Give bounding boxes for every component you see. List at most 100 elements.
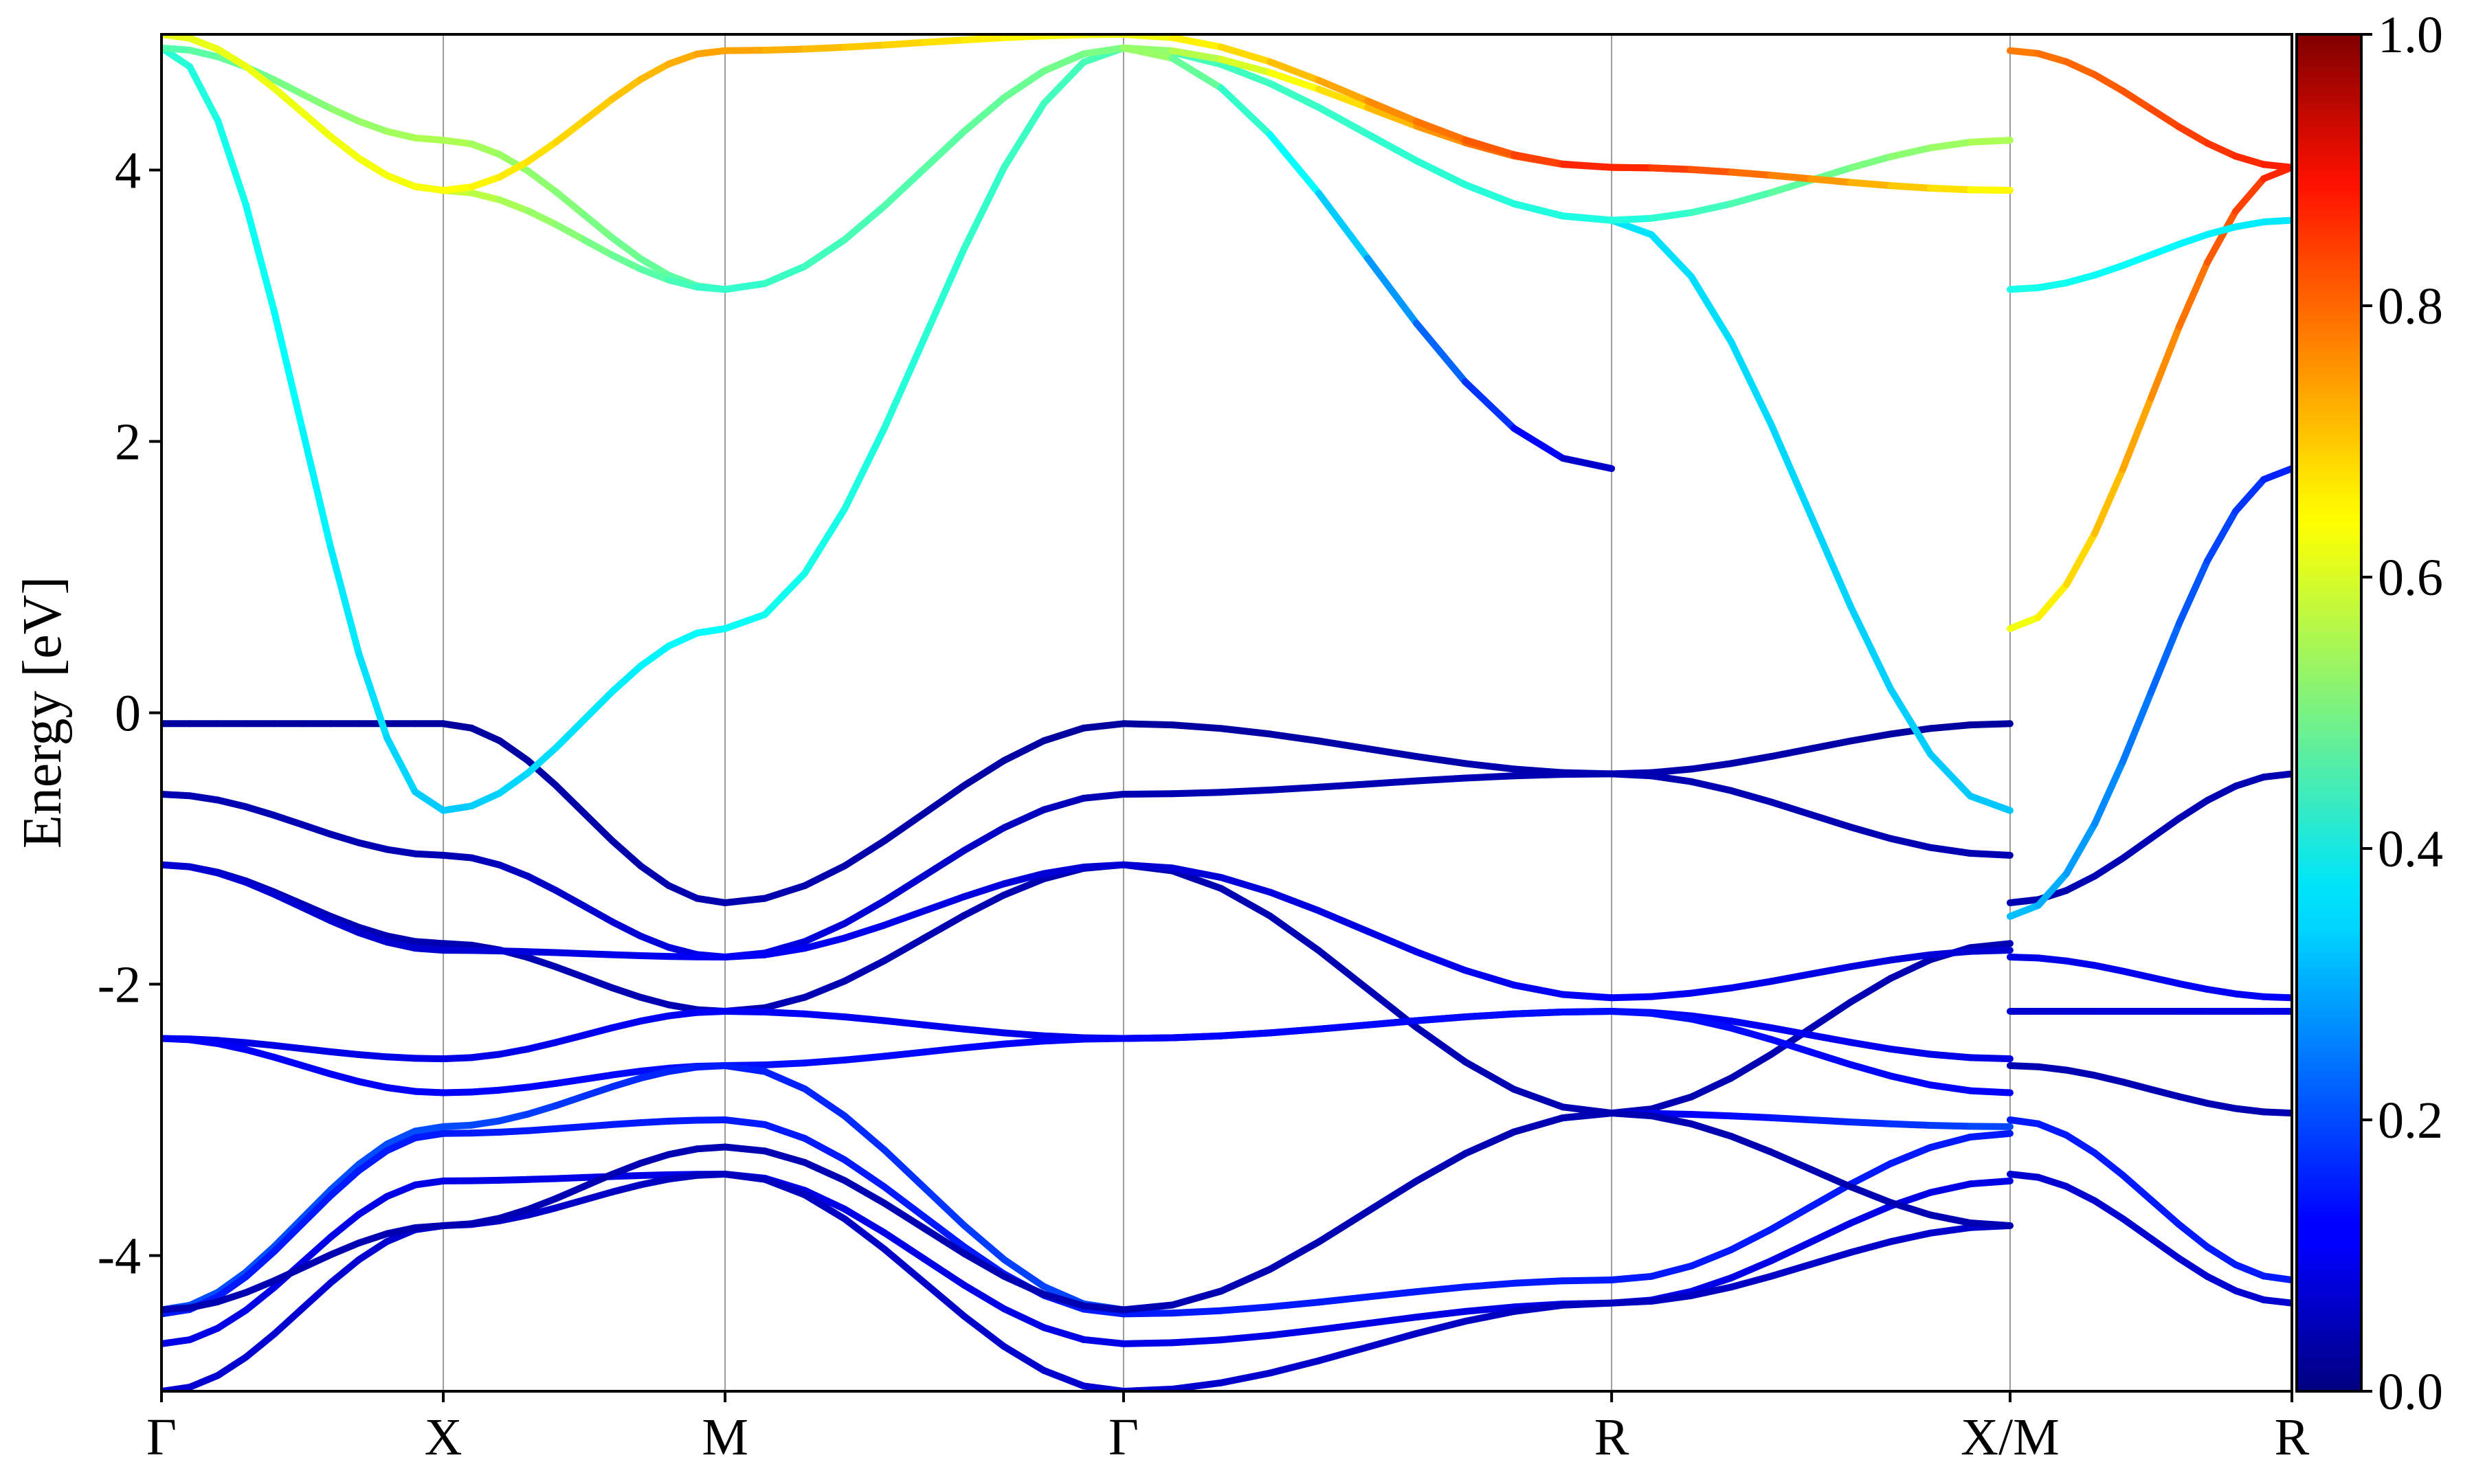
band-segment [1040, 1290, 1087, 1309]
band-segment [1462, 136, 1518, 159]
band-segment [841, 957, 888, 985]
band-segment [581, 1083, 616, 1100]
band-segment [468, 1117, 504, 1129]
band-segment [1648, 1292, 1695, 1305]
band-segment [722, 1171, 769, 1183]
band-segment [271, 85, 306, 116]
band-segment [1768, 798, 1814, 818]
band-segment [1967, 1177, 2014, 1188]
band-segment [1001, 1256, 1047, 1290]
band-segment [1364, 928, 1420, 956]
band-3 [161, 861, 2014, 1002]
band-segment [2232, 218, 2267, 231]
band-segment [355, 1238, 390, 1263]
band-segment [1768, 1148, 1814, 1173]
band-segment [327, 133, 362, 162]
band-segment [1967, 1054, 2014, 1063]
band-segment [1608, 214, 1656, 224]
band-segment [2176, 1093, 2211, 1107]
band-segment [1887, 144, 1934, 161]
band-segment [1001, 870, 1047, 888]
band-segment [1001, 875, 1047, 899]
band-segment [2260, 1272, 2292, 1283]
band-segment [801, 1010, 849, 1021]
band-segment [2006, 901, 2042, 920]
band-segment [186, 863, 221, 877]
band-segment [468, 1086, 504, 1096]
band-segment [355, 117, 390, 135]
band-segment [1688, 1012, 1735, 1025]
band-segment [327, 1211, 362, 1241]
band-15 [1119, 44, 1616, 472]
band-segment [1927, 844, 1974, 857]
band-segment [921, 912, 968, 942]
band-segment [1168, 1032, 1225, 1042]
band-segment [383, 1134, 419, 1154]
band-segment [1648, 765, 1695, 776]
band-segment [2204, 508, 2239, 565]
band-segment [1001, 806, 1047, 831]
band-segment [1315, 737, 1371, 752]
band-segment [2091, 758, 2126, 828]
band-segment [2176, 1255, 2211, 1280]
band-segment [693, 47, 729, 58]
band-segment [2148, 974, 2183, 987]
band-segment [1728, 1050, 1775, 1082]
colorbar-tick-label: 0.0 [2378, 1363, 2443, 1421]
band-segment [881, 1183, 928, 1221]
band-segment [1768, 1203, 1814, 1233]
band-segment [161, 1304, 193, 1314]
band-segment [2006, 954, 2042, 962]
band-segment [1559, 160, 1616, 171]
band-10 [161, 1110, 2014, 1314]
band-segment [637, 1176, 673, 1189]
band-segment [1511, 1086, 1567, 1111]
band-segment [524, 1195, 560, 1213]
band-segment [243, 1243, 278, 1276]
band-segment [553, 887, 588, 910]
band-segment [609, 1018, 645, 1031]
band-segment [1267, 131, 1322, 197]
band-segment [801, 236, 849, 270]
band-segment [1807, 512, 1854, 610]
band-segment [412, 788, 447, 814]
band-segment [609, 251, 645, 273]
band-segment [1927, 750, 1974, 800]
band-segment [2204, 986, 2239, 998]
band-segment [921, 782, 968, 817]
band-segment [1168, 34, 1225, 51]
band-segment [553, 1031, 588, 1046]
band-segment [1364, 745, 1420, 761]
band-segment [524, 138, 560, 166]
band-segment [1001, 67, 1047, 102]
band-segment [2006, 1116, 2042, 1127]
band-segment [637, 1171, 673, 1179]
band-segment [553, 782, 588, 817]
band-segment [801, 920, 849, 945]
band-segment [1364, 1288, 1420, 1301]
band-segment [665, 882, 701, 902]
band-segment [243, 1277, 278, 1296]
band-segment [1728, 787, 1775, 806]
band-segment [553, 221, 588, 244]
band-segment [1847, 1118, 1894, 1127]
band-segment [186, 1289, 221, 1309]
band-segment [243, 201, 278, 315]
band-segment [1168, 789, 1225, 798]
band-segment [1967, 1219, 2014, 1229]
band-segment [1768, 970, 1814, 985]
band-segment [761, 1009, 809, 1018]
band-segment [761, 1059, 809, 1068]
band-segment [1267, 730, 1322, 745]
band-segment [2260, 993, 2292, 1002]
band-segment [1218, 56, 1273, 76]
band-segment [1967, 1087, 2014, 1097]
y-tick-label: 0 [115, 685, 141, 743]
band-segment [1168, 47, 1225, 63]
band-20 [2006, 1116, 2292, 1283]
band-segment [2148, 1086, 2183, 1101]
band-segment [722, 1116, 769, 1128]
band-segment [1511, 151, 1567, 168]
band-segment [761, 993, 809, 1011]
band-segment [1847, 975, 1894, 1006]
